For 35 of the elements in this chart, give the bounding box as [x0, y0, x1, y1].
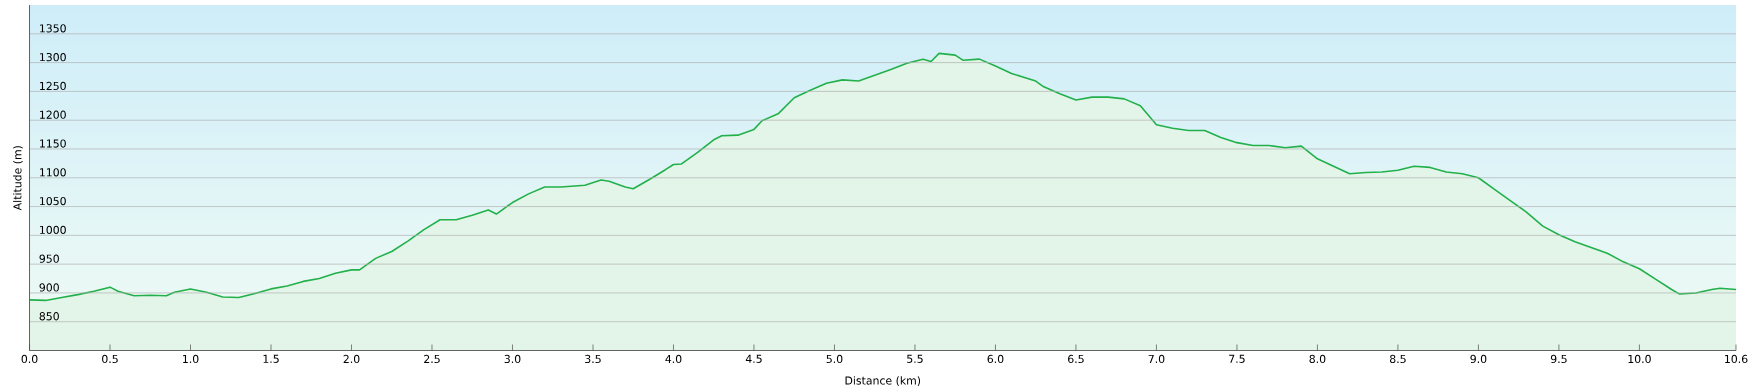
y-tick-label: 950 — [39, 254, 59, 263]
x-tick-label: 8.5 — [1389, 354, 1406, 364]
x-axis-title: Distance (km) — [845, 376, 921, 386]
x-tick-label: 4.5 — [745, 354, 762, 363]
x-tick-label: 7.5 — [1229, 354, 1245, 363]
y-tick-label: 1250 — [40, 81, 66, 91]
x-tick-label: 4.0 — [665, 354, 682, 364]
x-tick-label: 10.0 — [1628, 354, 1651, 364]
x-tick-label: 6.5 — [1068, 354, 1084, 364]
x-tick-label: 0.0 — [21, 354, 38, 364]
x-tick-label: 0.5 — [102, 354, 118, 364]
y-tick-label: 1150 — [40, 139, 66, 148]
x-tick-label: 2.5 — [424, 354, 440, 364]
y-tick-label: 900 — [39, 283, 59, 292]
x-tick-label: 7.0 — [1148, 354, 1165, 364]
x-tick-label: 9.5 — [1550, 354, 1567, 364]
x-tick-label: 6.0 — [987, 354, 1004, 364]
x-tick-label: 1.5 — [263, 354, 279, 363]
x-tick-label: 10.6 — [1725, 354, 1748, 364]
x-tick-label: 9.0 — [1470, 354, 1487, 364]
x-tick-label: 8.0 — [1309, 354, 1326, 364]
y-tick-label: 1350 — [40, 24, 66, 33]
y-axis-title: Altitude (m) — [13, 146, 23, 211]
x-tick-label: 3.0 — [504, 354, 521, 364]
y-tick-label: 1100 — [40, 168, 66, 177]
x-tick-label: 3.5 — [585, 354, 601, 364]
y-tick-label: 850 — [39, 312, 59, 321]
y-tick-label: 1200 — [40, 110, 66, 119]
y-tick-label: 1050 — [40, 196, 66, 206]
x-tick-label: 5.0 — [826, 354, 843, 364]
y-tick-label: 1300 — [40, 53, 66, 62]
x-tick-label: 2.0 — [343, 354, 360, 364]
x-tick-label: 5.5 — [907, 354, 923, 363]
x-tick-label: 1.0 — [183, 354, 199, 364]
y-tick-label: 1000 — [40, 225, 66, 235]
